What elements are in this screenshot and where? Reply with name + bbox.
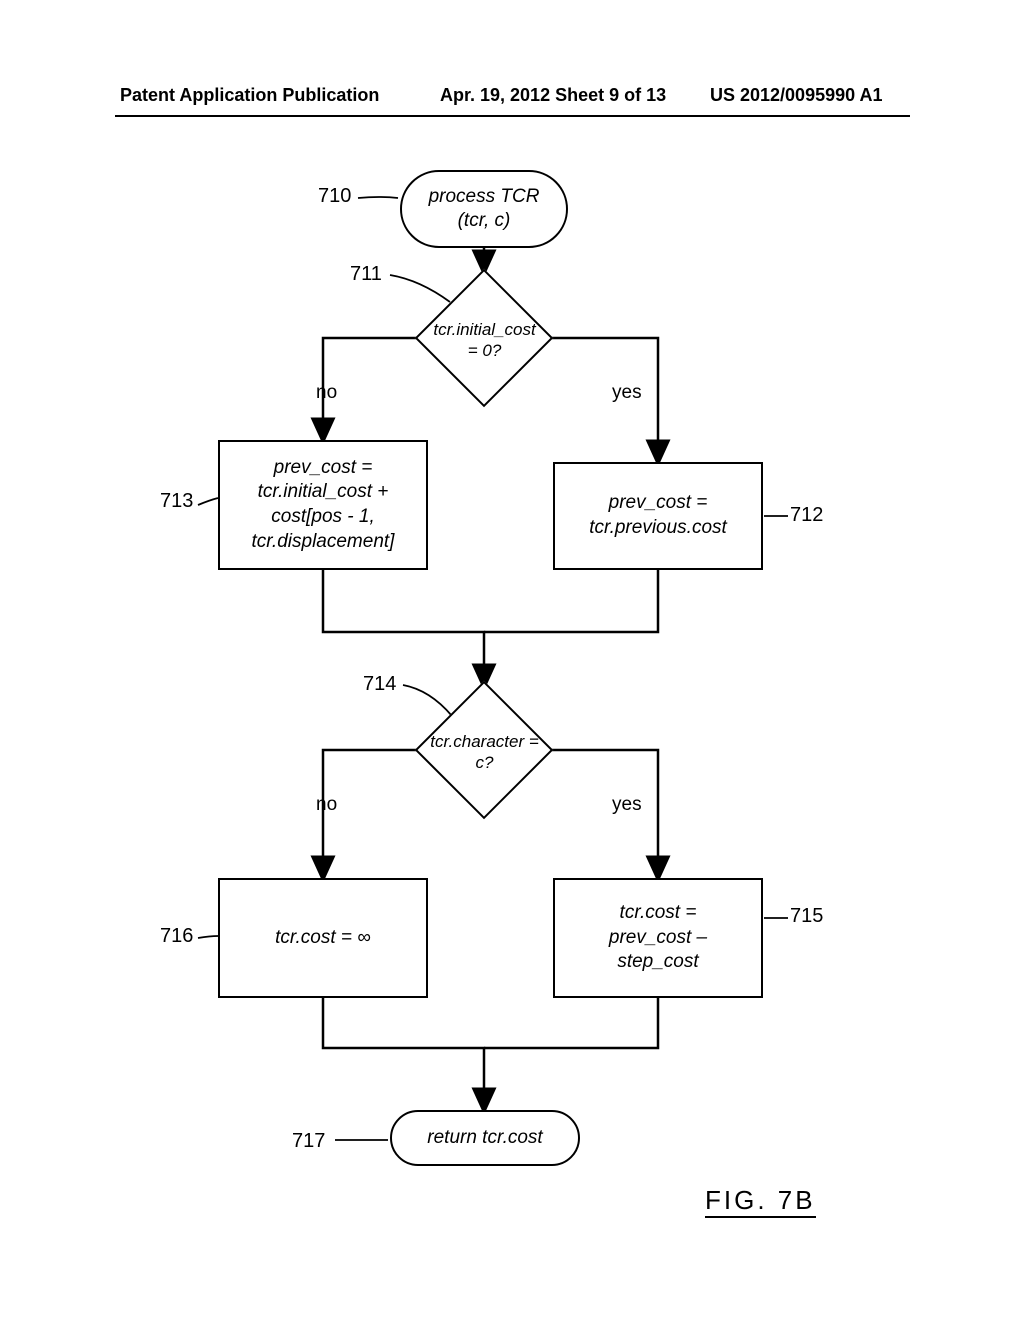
edge-label-e711yes: yes — [612, 382, 642, 404]
ref-r713: 713 — [160, 490, 193, 513]
edge-label-e711no: no — [316, 382, 337, 404]
edge-label-e714yes: yes — [612, 794, 642, 816]
ref-r717: 717 — [292, 1130, 325, 1153]
ref-r711: 711 — [350, 263, 382, 286]
ref-r715: 715 — [790, 905, 823, 928]
reference-labels: 710 711 712 713 714 715 716 717 no yes no yes — [0, 0, 1024, 1320]
figure-label: FIG. 7B — [705, 1185, 816, 1218]
ref-r712: 712 — [790, 504, 823, 527]
ref-r710: 710 — [318, 185, 351, 208]
ref-r716: 716 — [160, 925, 193, 948]
ref-r714: 714 — [363, 673, 396, 696]
edge-label-e714no: no — [316, 794, 337, 816]
